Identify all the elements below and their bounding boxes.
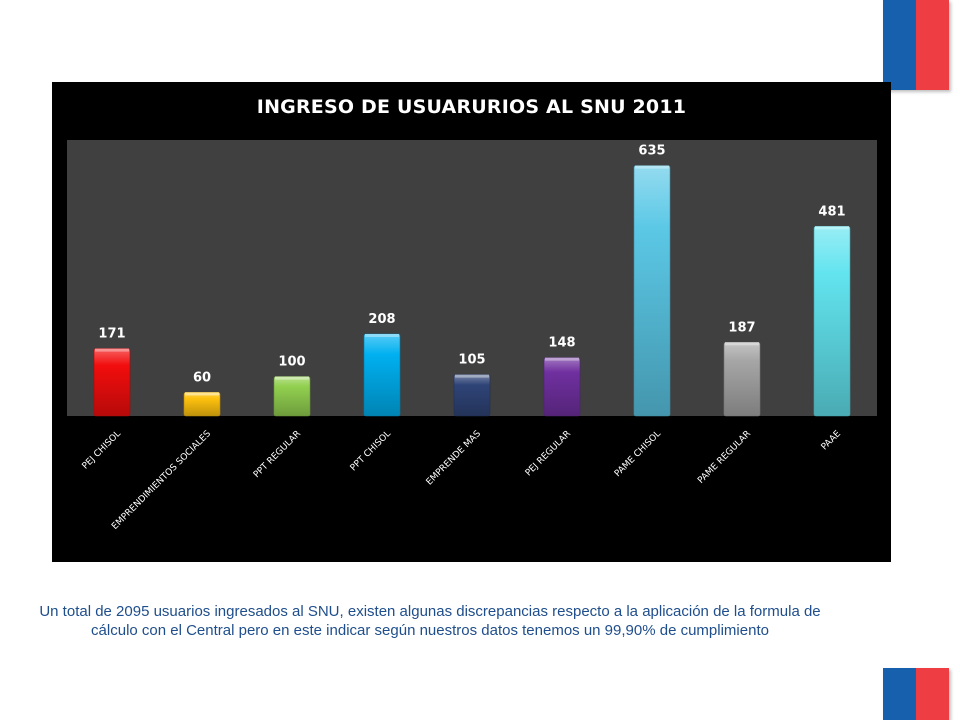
value-label: 635 xyxy=(638,144,665,159)
bar-paae xyxy=(813,226,851,417)
category-label: PEJ REGULAR xyxy=(524,429,573,478)
summary-caption: Un total de 2095 usuarios ingresados al … xyxy=(39,603,821,639)
chile-flag-bottom xyxy=(883,668,949,720)
bar-cap xyxy=(365,333,399,337)
category-label: EMPRENDIMIENTOS SOCIALES xyxy=(110,429,213,532)
value-label: 100 xyxy=(278,355,305,370)
bar-cap xyxy=(275,376,309,380)
category-label: PPT CHISOL xyxy=(349,429,393,473)
bar-ppt-regular xyxy=(273,376,311,417)
chart-panel: INGRESO DE USUARURIOS AL SNU 2011 171 60 1… xyxy=(52,82,891,562)
bar-cap xyxy=(185,392,219,396)
bar-ppt-chisol xyxy=(363,333,401,417)
value-label: 171 xyxy=(98,327,125,342)
bar-pame-chisol xyxy=(633,165,671,417)
bar-emprendimientos-sociales xyxy=(183,392,221,417)
bar-pej-chisol xyxy=(93,348,131,417)
value-label: 148 xyxy=(548,336,575,351)
bar-emprende-mas xyxy=(453,374,491,417)
bar-cap xyxy=(545,357,579,361)
bar-cap xyxy=(95,348,129,352)
bar-cap xyxy=(725,342,759,346)
category-label: PPT REGULAR xyxy=(252,429,303,480)
value-label: 187 xyxy=(728,320,755,335)
value-label: 481 xyxy=(818,204,845,219)
category-label: EMPRENDE MAS xyxy=(425,429,484,488)
value-label: 60 xyxy=(193,370,211,385)
value-label: 105 xyxy=(458,353,485,368)
bar-pame-regular xyxy=(723,341,761,417)
category-label: PAAE xyxy=(820,429,844,453)
chart-title: INGRESO DE USUARURIOS AL SNU 2011 xyxy=(256,96,687,118)
bar-cap xyxy=(455,374,489,378)
chile-flag-top xyxy=(883,0,949,90)
value-label: 208 xyxy=(368,312,395,327)
bar-cap xyxy=(635,165,669,169)
category-label: PAME REGULAR xyxy=(696,429,753,486)
category-label: PEJ CHISOL xyxy=(81,429,124,472)
bar-cap xyxy=(815,226,849,230)
category-label: PAME CHISOL xyxy=(613,429,663,479)
bar-pej-regular xyxy=(543,357,581,417)
